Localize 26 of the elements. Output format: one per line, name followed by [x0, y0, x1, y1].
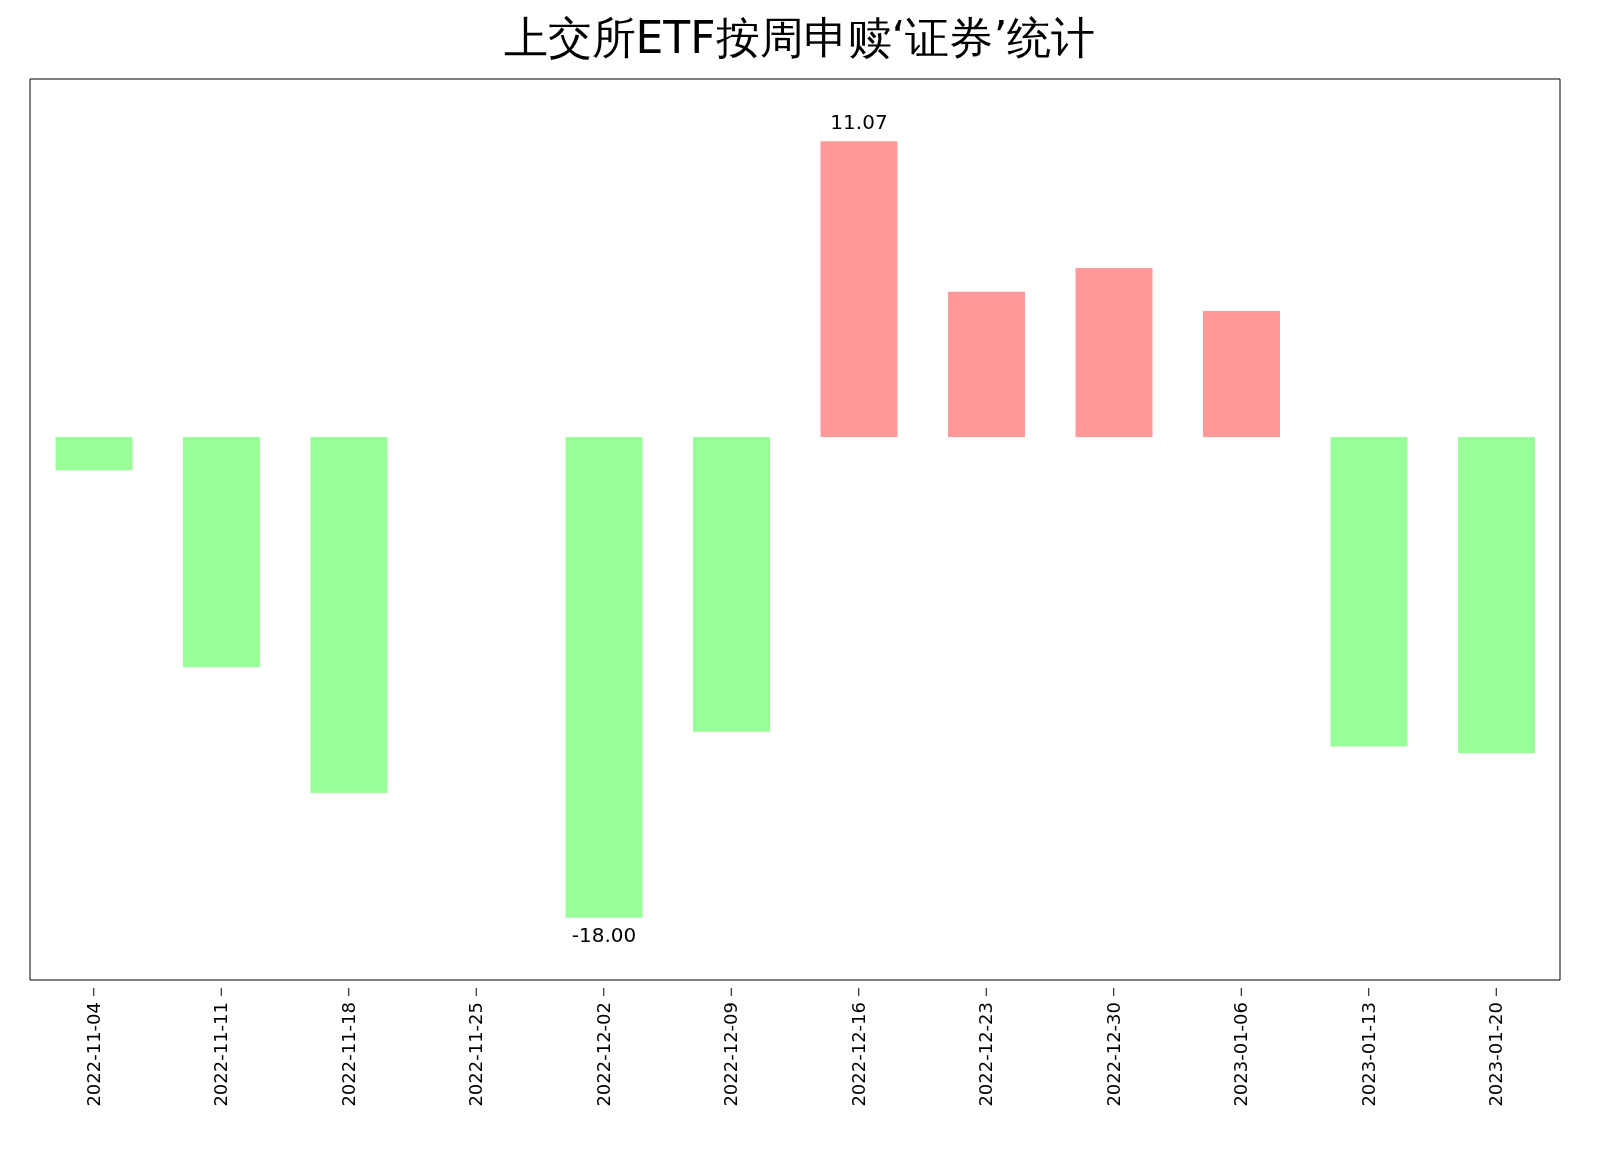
- bar: [310, 436, 388, 794]
- x-tick-label: 2022-11-11: [210, 1002, 232, 1107]
- x-tick-label: 2022-11-25: [465, 1002, 487, 1107]
- bar: [1330, 436, 1408, 747]
- x-tick-label: 2022-12-30: [1102, 1002, 1124, 1107]
- x-tick-label: 2023-01-06: [1230, 1002, 1252, 1107]
- bar: [55, 436, 133, 471]
- x-tick-label: 2022-11-18: [337, 1002, 359, 1107]
- bar: [1458, 436, 1535, 754]
- x-tick-label: 2022-12-16: [847, 1002, 869, 1107]
- bar: [820, 141, 898, 437]
- x-tick-label: 2022-12-02: [592, 1002, 614, 1107]
- bar: [1075, 268, 1153, 437]
- bar: [183, 436, 260, 668]
- data-label: 11.07: [830, 110, 888, 135]
- x-tick-label: 2023-01-13: [1357, 1002, 1379, 1107]
- x-tick-label: 2022-11-04: [82, 1002, 104, 1107]
- data-label: -18.00: [571, 922, 637, 947]
- x-tick-label: 2022-12-09: [720, 1002, 742, 1107]
- x-tick-label: 2022-12-23: [975, 1002, 997, 1107]
- chart-title: 上交所ETF按周申赎‘证券’统计: [502, 11, 1097, 65]
- bar: [693, 436, 770, 732]
- bar: [1203, 311, 1280, 437]
- bar: [948, 291, 1025, 437]
- x-tick-label: 2023-01-20: [1485, 1002, 1507, 1107]
- bar: [565, 436, 643, 918]
